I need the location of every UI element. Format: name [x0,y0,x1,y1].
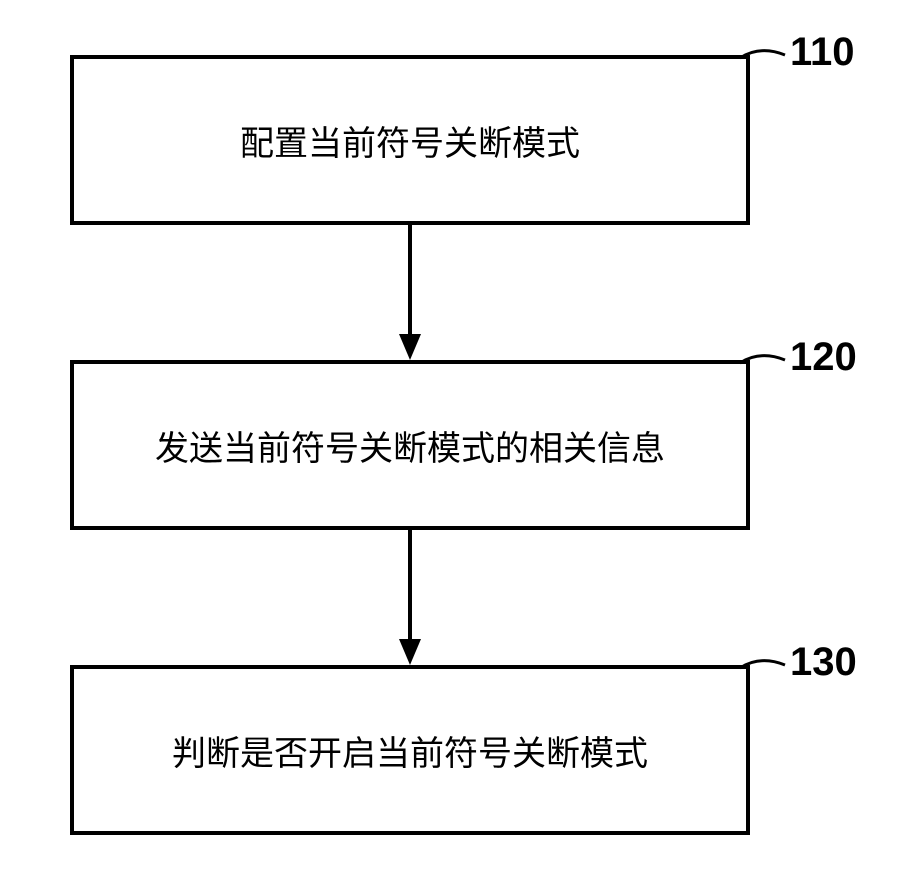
flow-step-2-label: 发送当前符号关断模式的相关信息 [155,421,665,470]
step-label-130: 130 [790,640,857,685]
flow-step-1: 配置当前符号关断模式 [70,55,750,225]
step-label-120: 120 [790,335,857,380]
flow-step-3-label: 判断是否开启当前符号关断模式 [172,726,648,775]
flow-step-3: 判断是否开启当前符号关断模式 [70,665,750,835]
flow-step-1-label: 配置当前符号关断模式 [240,116,580,165]
flow-step-2: 发送当前符号关断模式的相关信息 [70,360,750,530]
step-label-110: 110 [790,30,855,75]
